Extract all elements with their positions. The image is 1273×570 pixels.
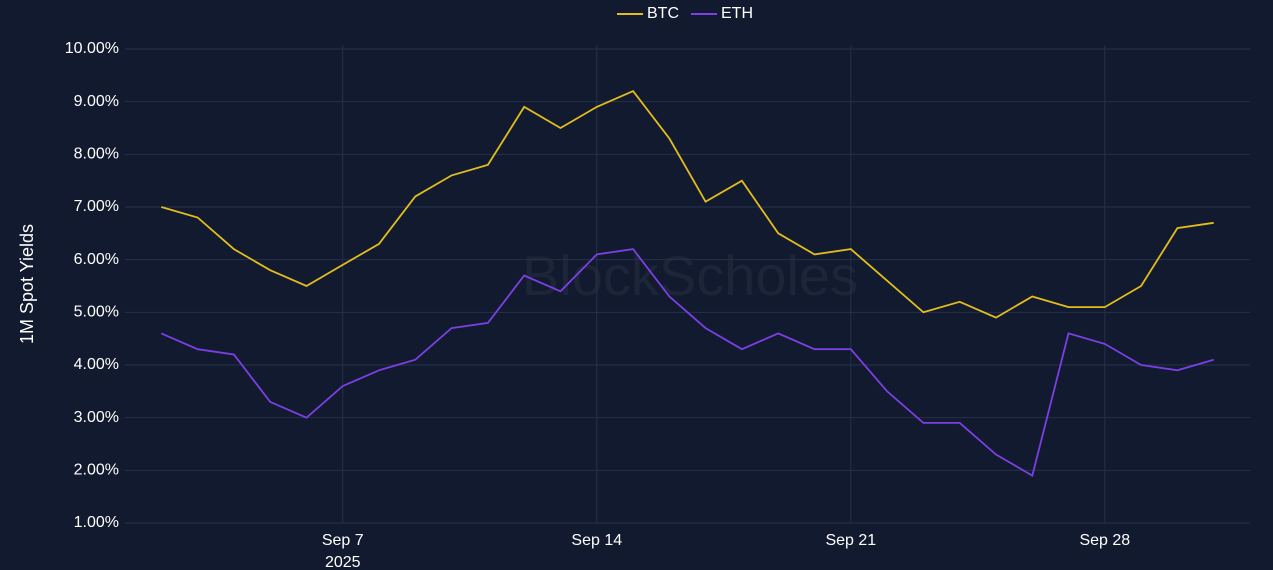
grid xyxy=(125,45,1250,524)
y-tick-label: 1.00% xyxy=(74,514,119,531)
series-line xyxy=(161,89,1214,319)
y-tick-label: 10.00% xyxy=(65,40,119,57)
x-tick-label: Sep 21 xyxy=(825,532,876,549)
x-tick-label: Sep 14 xyxy=(571,532,622,549)
y-tick-label: 6.00% xyxy=(74,251,119,268)
watermark: BlockScholes xyxy=(522,244,858,307)
y-tick-label: 7.00% xyxy=(74,198,119,215)
x-tick-label: Sep 28 xyxy=(1079,532,1130,549)
y-tick-label: 3.00% xyxy=(74,409,119,426)
y-tick-label: 2.00% xyxy=(74,462,119,479)
x-tick-label: Sep 7 xyxy=(322,532,364,549)
legend-label: BTC xyxy=(647,5,679,22)
y-axis-title: 1M Spot Yields xyxy=(17,224,37,344)
y-tick-label: 5.00% xyxy=(74,304,119,321)
series-line xyxy=(160,248,1214,477)
legend: BTC ETH xyxy=(617,5,753,22)
y-tick-label: 8.00% xyxy=(74,146,119,163)
x-tick-sublabel: 2025 xyxy=(325,554,361,570)
y-tick-label: 9.00% xyxy=(74,93,119,110)
legend-label: ETH xyxy=(721,5,753,22)
y-tick-label: 4.00% xyxy=(74,356,119,373)
